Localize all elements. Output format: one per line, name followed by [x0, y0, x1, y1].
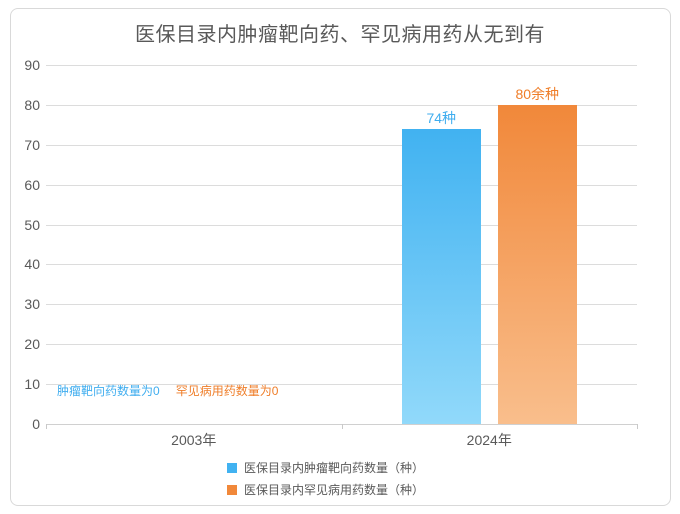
gridline-y-50: [46, 224, 637, 226]
gridline-y-70: [46, 144, 637, 146]
bar-2024年-series-0: [401, 128, 481, 424]
gridline-y-30: [46, 304, 637, 306]
legend-label: 医保目录内肿瘤靶向药数量（种）: [244, 461, 425, 475]
bar-value-label: 74种: [426, 109, 457, 126]
gridline-y-20: [46, 344, 637, 346]
bar-2024年-series-1: [497, 104, 577, 424]
gridline-y-40: [46, 264, 637, 266]
y-tick-label-0: 0: [32, 416, 40, 432]
x-tick-label-2024年: 2024年: [466, 432, 512, 448]
x-axis-tick: [637, 424, 638, 429]
gridline-y-80: [46, 104, 637, 106]
legend-item-0: 医保目录内肿瘤靶向药数量（种）: [227, 459, 453, 476]
legend-label: 医保目录内罕见病用药数量（种）: [244, 483, 425, 497]
x-axis-tick: [341, 424, 343, 429]
y-tick-label-90: 90: [24, 57, 40, 73]
y-tick-label-60: 60: [24, 176, 40, 193]
y-tick-label-70: 70: [24, 136, 40, 153]
x-tick-label-2003年: 2003年: [171, 432, 217, 448]
y-tick-label-30: 30: [24, 296, 40, 313]
annotation-text: 肿瘤靶向药数量为0: [57, 384, 160, 398]
y-tick-label-50: 50: [24, 216, 40, 233]
y-tick-label-20: 20: [24, 336, 40, 353]
chart-legend: 医保目录内肿瘤靶向药数量（种） 医保目录内罕见病用药数量（种）: [0, 459, 680, 498]
legend-swatch-icon: [227, 462, 237, 473]
gridline-y-60: [46, 184, 637, 186]
y-tick-label-80: 80: [24, 96, 40, 113]
legend-item-1: 医保目录内罕见病用药数量（种）: [227, 481, 453, 498]
zero-value-annotation: 肿瘤靶向药数量为0 罕见病用药数量为0: [57, 382, 294, 399]
y-tick-label-10: 10: [24, 376, 40, 393]
legend-swatch-icon: [227, 484, 237, 495]
bar-value-label: 80余种: [515, 85, 560, 102]
chart-title: 医保目录内肿瘤靶向药、罕见病用药从无到有: [135, 24, 545, 46]
annotation-text: 罕见病用药数量为0: [175, 384, 279, 398]
gridline-y-10: [46, 384, 637, 386]
gridline-y-90: [46, 65, 637, 66]
x-axis-tick: [46, 424, 47, 429]
y-tick-label-40: 40: [24, 256, 40, 273]
